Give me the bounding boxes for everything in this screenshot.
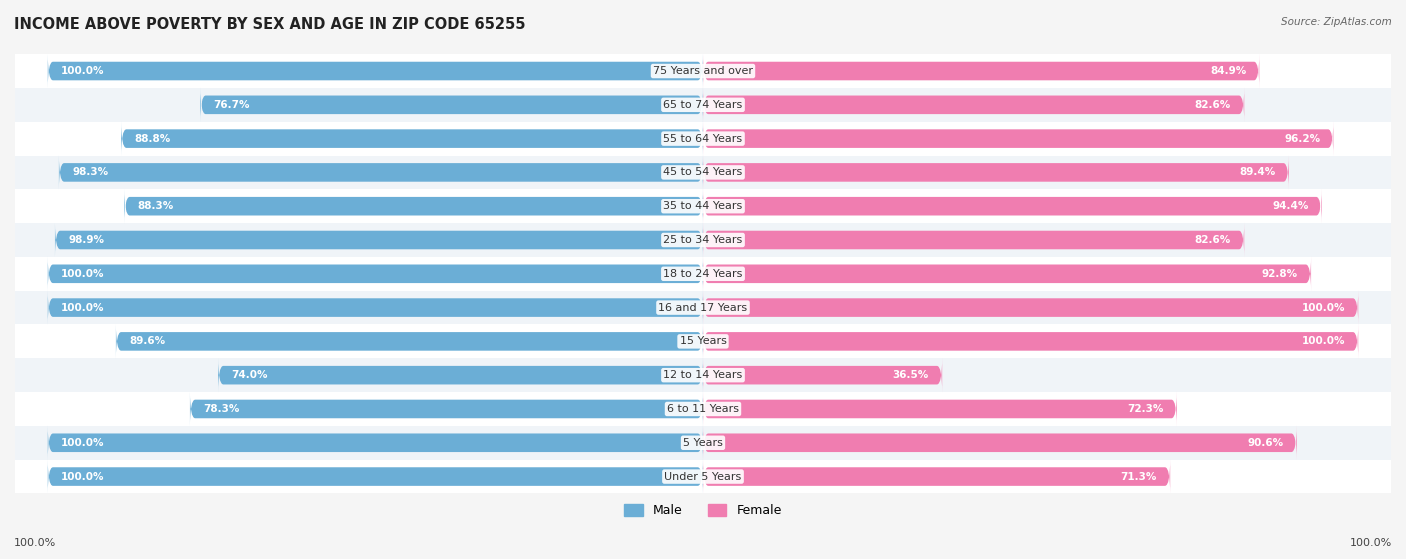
Text: 71.3%: 71.3% xyxy=(1121,472,1157,481)
Text: 98.9%: 98.9% xyxy=(67,235,104,245)
FancyBboxPatch shape xyxy=(703,188,1322,224)
Text: 100.0%: 100.0% xyxy=(60,438,104,448)
FancyBboxPatch shape xyxy=(190,391,703,427)
Text: Under 5 Years: Under 5 Years xyxy=(665,472,741,481)
Bar xyxy=(15,122,1391,155)
Text: 82.6%: 82.6% xyxy=(1195,235,1232,245)
Text: 100.0%: 100.0% xyxy=(60,302,104,312)
Text: 65 to 74 Years: 65 to 74 Years xyxy=(664,100,742,110)
Bar xyxy=(15,190,1391,223)
Bar xyxy=(15,155,1391,190)
Bar xyxy=(15,54,1391,88)
Bar xyxy=(15,324,1391,358)
FancyBboxPatch shape xyxy=(703,53,1260,89)
Text: 89.6%: 89.6% xyxy=(129,337,165,347)
Text: 89.4%: 89.4% xyxy=(1240,167,1275,177)
Text: 100.0%: 100.0% xyxy=(1302,337,1346,347)
Bar xyxy=(15,223,1391,257)
Text: 98.3%: 98.3% xyxy=(72,167,108,177)
FancyBboxPatch shape xyxy=(48,290,703,325)
Text: 100.0%: 100.0% xyxy=(60,472,104,481)
Bar xyxy=(15,392,1391,426)
Text: Source: ZipAtlas.com: Source: ZipAtlas.com xyxy=(1281,17,1392,27)
Text: 96.2%: 96.2% xyxy=(1284,134,1320,144)
FancyBboxPatch shape xyxy=(703,459,1170,494)
Text: 78.3%: 78.3% xyxy=(202,404,239,414)
Text: 36.5%: 36.5% xyxy=(893,370,929,380)
FancyBboxPatch shape xyxy=(703,357,942,393)
Text: 100.0%: 100.0% xyxy=(14,538,56,548)
Text: 6 to 11 Years: 6 to 11 Years xyxy=(666,404,740,414)
Text: 25 to 34 Years: 25 to 34 Years xyxy=(664,235,742,245)
FancyBboxPatch shape xyxy=(218,357,703,393)
FancyBboxPatch shape xyxy=(124,188,703,224)
Text: 84.9%: 84.9% xyxy=(1211,66,1246,76)
FancyBboxPatch shape xyxy=(703,121,1333,157)
Text: 90.6%: 90.6% xyxy=(1247,438,1284,448)
FancyBboxPatch shape xyxy=(703,256,1310,292)
FancyBboxPatch shape xyxy=(703,87,1244,122)
Text: 35 to 44 Years: 35 to 44 Years xyxy=(664,201,742,211)
Text: 16 and 17 Years: 16 and 17 Years xyxy=(658,302,748,312)
FancyBboxPatch shape xyxy=(703,324,1358,359)
FancyBboxPatch shape xyxy=(115,324,703,359)
Text: INCOME ABOVE POVERTY BY SEX AND AGE IN ZIP CODE 65255: INCOME ABOVE POVERTY BY SEX AND AGE IN Z… xyxy=(14,17,526,32)
FancyBboxPatch shape xyxy=(59,155,703,190)
FancyBboxPatch shape xyxy=(55,222,703,258)
FancyBboxPatch shape xyxy=(703,222,1244,258)
Bar xyxy=(15,257,1391,291)
Text: 45 to 54 Years: 45 to 54 Years xyxy=(664,167,742,177)
Text: 92.8%: 92.8% xyxy=(1261,269,1298,279)
Bar xyxy=(15,88,1391,122)
FancyBboxPatch shape xyxy=(703,155,1289,190)
FancyBboxPatch shape xyxy=(48,425,703,461)
Text: 15 Years: 15 Years xyxy=(679,337,727,347)
FancyBboxPatch shape xyxy=(201,87,703,122)
FancyBboxPatch shape xyxy=(48,459,703,494)
Bar xyxy=(15,358,1391,392)
Text: 75 Years and over: 75 Years and over xyxy=(652,66,754,76)
Text: 5 Years: 5 Years xyxy=(683,438,723,448)
Text: 18 to 24 Years: 18 to 24 Years xyxy=(664,269,742,279)
Text: 76.7%: 76.7% xyxy=(214,100,250,110)
Text: 100.0%: 100.0% xyxy=(60,269,104,279)
FancyBboxPatch shape xyxy=(703,391,1177,427)
Text: 100.0%: 100.0% xyxy=(1302,302,1346,312)
Text: 88.8%: 88.8% xyxy=(134,134,170,144)
Legend: Male, Female: Male, Female xyxy=(619,499,787,522)
Bar xyxy=(15,459,1391,494)
Bar xyxy=(15,426,1391,459)
Text: 55 to 64 Years: 55 to 64 Years xyxy=(664,134,742,144)
Bar xyxy=(15,291,1391,324)
Text: 82.6%: 82.6% xyxy=(1195,100,1232,110)
Text: 88.3%: 88.3% xyxy=(138,201,174,211)
Text: 94.4%: 94.4% xyxy=(1272,201,1309,211)
FancyBboxPatch shape xyxy=(703,290,1358,325)
Text: 72.3%: 72.3% xyxy=(1128,404,1164,414)
FancyBboxPatch shape xyxy=(121,121,703,157)
FancyBboxPatch shape xyxy=(48,53,703,89)
FancyBboxPatch shape xyxy=(703,425,1296,461)
Text: 100.0%: 100.0% xyxy=(60,66,104,76)
FancyBboxPatch shape xyxy=(48,256,703,292)
Text: 12 to 14 Years: 12 to 14 Years xyxy=(664,370,742,380)
Text: 100.0%: 100.0% xyxy=(1350,538,1392,548)
Text: 74.0%: 74.0% xyxy=(231,370,267,380)
